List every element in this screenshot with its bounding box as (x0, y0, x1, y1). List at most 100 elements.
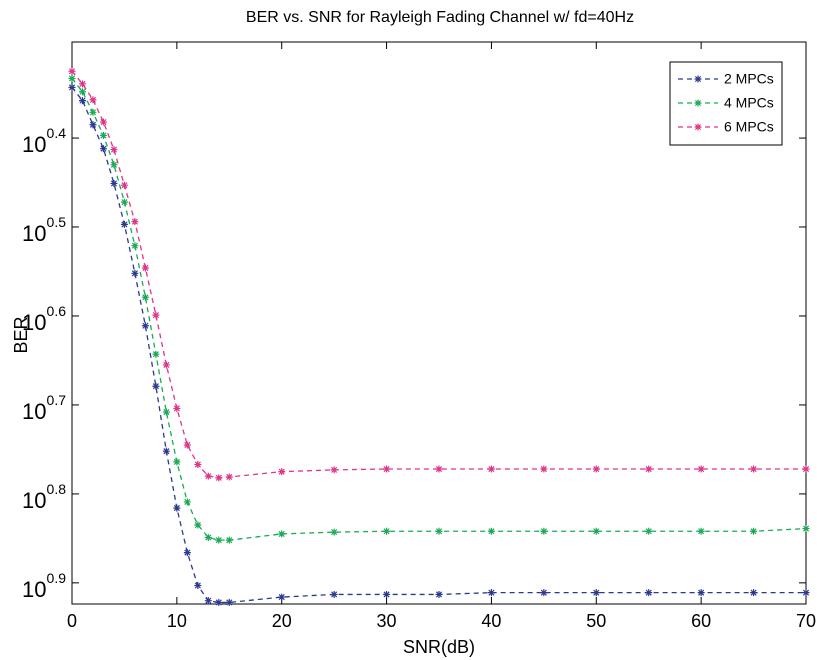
y-axis-label: BER (11, 316, 31, 353)
series-marker (487, 465, 495, 473)
series-marker (540, 527, 548, 535)
series-marker (78, 88, 86, 96)
series-marker (383, 527, 391, 535)
series-marker (540, 465, 548, 473)
series-marker (162, 408, 170, 416)
series-marker (183, 441, 191, 449)
series-marker (435, 465, 443, 473)
series-marker (99, 118, 107, 126)
series-marker (89, 108, 97, 116)
legend-label: 2 MPCs (724, 71, 774, 87)
series-marker (697, 527, 705, 535)
legend-marker (694, 99, 702, 107)
x-tick-label: 10 (167, 611, 187, 631)
chart-title: BER vs. SNR for Rayleigh Fading Channel … (246, 9, 634, 26)
series-marker (645, 589, 653, 597)
legend-label: 4 MPCs (724, 95, 774, 111)
series-marker (152, 311, 160, 319)
series-marker (435, 590, 443, 598)
series-marker (141, 264, 149, 272)
series-marker (435, 527, 443, 535)
series-marker (225, 598, 233, 606)
series-marker (183, 498, 191, 506)
series-marker (278, 530, 286, 538)
y-tick-label: 100.8 (22, 481, 66, 513)
series-marker (152, 382, 160, 390)
series-marker (225, 536, 233, 544)
x-tick-label: 0 (67, 611, 77, 631)
series-marker (194, 582, 202, 590)
legend-label: 6 MPCs (724, 119, 774, 135)
series-marker (592, 527, 600, 535)
series-marker (68, 67, 76, 75)
series-marker (120, 220, 128, 228)
series-marker (278, 468, 286, 476)
series-marker (183, 549, 191, 557)
series-marker (750, 527, 758, 535)
series-marker (215, 474, 223, 482)
x-tick-label: 70 (796, 611, 816, 631)
series-marker (592, 465, 600, 473)
series-marker (802, 465, 810, 473)
series-marker (697, 589, 705, 597)
series-marker (162, 447, 170, 455)
series-marker (540, 589, 548, 597)
series-marker (645, 465, 653, 473)
series-marker (141, 293, 149, 301)
series-marker (215, 598, 223, 606)
series-marker (131, 242, 139, 250)
series-marker (225, 473, 233, 481)
series-marker (194, 461, 202, 469)
series-marker (330, 590, 338, 598)
series-marker (173, 504, 181, 512)
series-marker (487, 589, 495, 597)
series-marker (802, 589, 810, 597)
series-marker (278, 593, 286, 601)
series-marker (173, 458, 181, 466)
x-tick-label: 50 (586, 611, 606, 631)
series-marker (204, 533, 212, 541)
series-marker (110, 161, 118, 169)
series-marker (99, 145, 107, 153)
x-tick-label: 40 (481, 611, 501, 631)
series-marker (173, 404, 181, 412)
series-marker (78, 80, 86, 88)
y-tick-label: 100.9 (22, 570, 66, 602)
series-marker (131, 269, 139, 277)
x-axis-label: SNR(dB) (403, 637, 475, 657)
series-marker (750, 465, 758, 473)
series-marker (383, 465, 391, 473)
y-tick-label: 100.4 (22, 125, 66, 157)
x-tick-label: 60 (691, 611, 711, 631)
series-marker (141, 322, 149, 330)
legend-marker (694, 123, 702, 131)
series-marker (383, 590, 391, 598)
series-marker (330, 466, 338, 474)
series-marker (89, 121, 97, 129)
series-marker (194, 521, 202, 529)
series-marker (330, 528, 338, 536)
series-marker (487, 527, 495, 535)
x-tick-label: 30 (377, 611, 397, 631)
series-marker (215, 536, 223, 544)
series-marker (110, 146, 118, 154)
series-marker (89, 96, 97, 104)
series-marker (152, 350, 160, 358)
series-marker (802, 525, 810, 533)
series-line (71, 78, 807, 541)
series-marker (204, 472, 212, 480)
legend-marker (694, 75, 702, 83)
series-marker (592, 589, 600, 597)
x-tick-label: 20 (272, 611, 292, 631)
series-marker (162, 361, 170, 369)
series-marker (78, 97, 86, 105)
y-tick-label: 100.7 (22, 392, 66, 424)
y-tick-label: 100.6 (22, 303, 66, 335)
series-marker (131, 218, 139, 226)
series-marker (645, 527, 653, 535)
series-line (71, 70, 806, 479)
series-marker (110, 179, 118, 187)
series-marker (697, 465, 705, 473)
series-marker (68, 83, 76, 91)
